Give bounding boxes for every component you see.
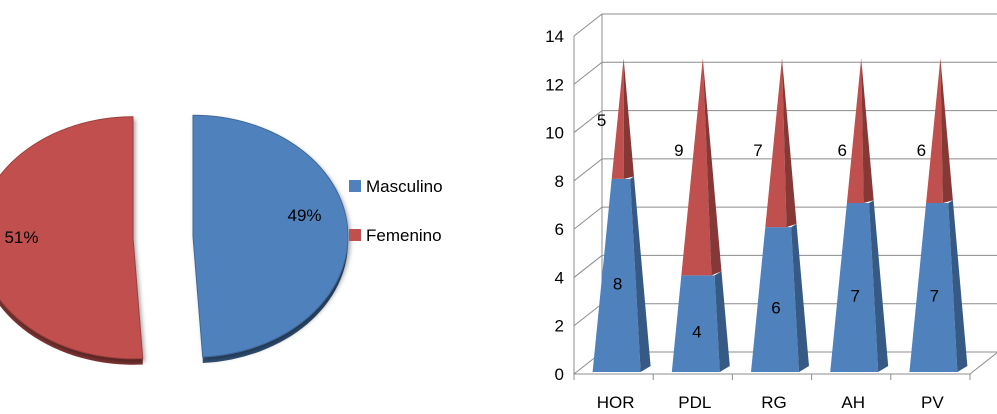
pyramid-segment-side — [861, 58, 874, 204]
legend-swatch-femenino — [349, 229, 361, 241]
gridline — [573, 13, 997, 37]
pie-slice-masculino — [192, 114, 349, 358]
data-label: 7 — [850, 287, 859, 306]
pyramid-segment-side — [623, 58, 634, 179]
pyramid-segment-front — [671, 275, 720, 372]
legend-swatch-masculino — [349, 180, 361, 192]
pyramid-segment-front — [681, 58, 712, 276]
pie-slice-label-femenino: 51% — [4, 228, 38, 247]
pyramid-segment-front — [926, 58, 943, 204]
pie-slice-femenino — [0, 116, 144, 360]
pie-slice-label-masculino: 49% — [288, 206, 322, 225]
pyramid-segment-side — [714, 271, 730, 372]
x-tick-label: HOR — [597, 393, 635, 412]
pyramid-segment-side — [869, 200, 889, 372]
pyramid-segment-front — [830, 203, 879, 372]
y-tick-label: 4 — [555, 268, 564, 287]
data-label: 6 — [917, 141, 926, 160]
pyramid-segment-side — [940, 58, 953, 204]
y-tick-label: 0 — [555, 365, 564, 384]
data-label: 7 — [753, 141, 762, 160]
y-tick-label: 6 — [555, 220, 564, 239]
pyramid-segment-front — [846, 58, 864, 204]
data-label: 7 — [930, 287, 939, 306]
bar-chart: 0 2 4 6 8 10 12 14 HOR PDL RG AH PV 8 5 4 9 6 7 7 6 7 6 — [545, 13, 997, 412]
pie-legend: Masculino Femenino — [349, 177, 443, 245]
gridline — [573, 61, 997, 85]
pyramid-segment-side — [791, 223, 809, 372]
x-tick-label: PDL — [678, 393, 711, 412]
x-tick-label: RG — [761, 393, 787, 412]
data-label: 8 — [613, 274, 622, 293]
pyramid-segment-side — [702, 58, 722, 276]
pyramid-segment-side — [782, 58, 797, 228]
data-label: 6 — [771, 299, 780, 318]
pyramid-segment-front — [909, 203, 958, 372]
y-tick-label: 14 — [545, 27, 564, 46]
y-tick-label: 10 — [545, 124, 564, 143]
pie-chart: 49% 51% — [0, 114, 349, 365]
pyramid-segment-side — [630, 176, 651, 372]
pyramid-segment-side — [948, 200, 968, 372]
data-label: 5 — [597, 111, 606, 130]
bar-data-labels: 8 5 4 9 6 7 7 6 7 6 — [597, 111, 939, 342]
data-label: 9 — [674, 141, 683, 160]
data-label: 4 — [692, 323, 701, 342]
y-tick-label: 2 — [555, 317, 564, 336]
pyramid-segment-front — [765, 58, 787, 228]
pyramid-segment-front — [751, 227, 799, 372]
x-tick-label: PV — [921, 393, 944, 412]
x-tick-label: AH — [841, 393, 865, 412]
bar-marks — [592, 58, 968, 372]
legend-label-femenino: Femenino — [366, 226, 442, 245]
data-label: 6 — [837, 141, 846, 160]
y-tick-label: 12 — [545, 75, 564, 94]
y-axis-tick-labels: 0 2 4 6 8 10 12 14 — [545, 27, 564, 384]
x-axis-tick-labels: HOR PDL RG AH PV — [597, 393, 945, 412]
pyramid-segment-front — [611, 58, 624, 179]
pyramid-segment-front — [592, 178, 641, 372]
y-tick-label: 8 — [555, 172, 564, 191]
legend-label-masculino: Masculino — [366, 177, 443, 196]
